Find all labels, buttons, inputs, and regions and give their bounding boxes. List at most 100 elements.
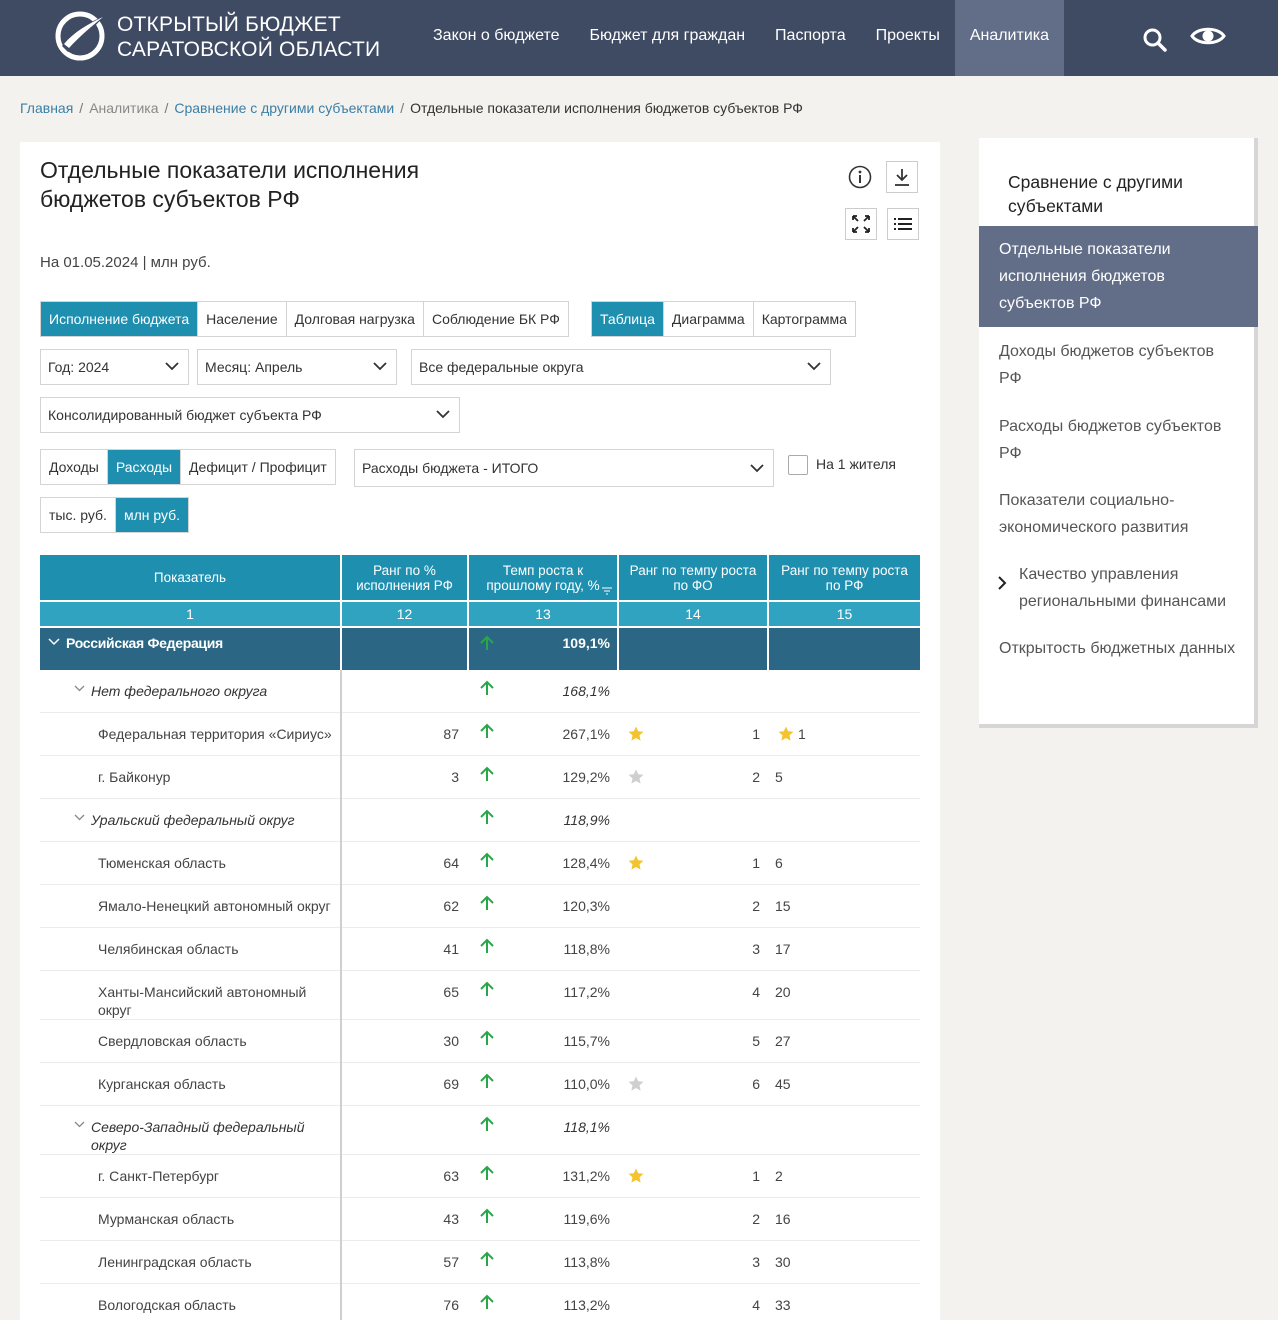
- nav-projects[interactable]: Проекты: [875, 27, 940, 44]
- nav-passports[interactable]: Паспорта: [775, 27, 846, 44]
- growth-up-arrow-icon: [480, 680, 494, 695]
- table-row[interactable]: г. Санкт-Петербург 63 131,2% 1 2: [40, 1155, 920, 1198]
- growth-value: 168,1%: [562, 683, 610, 699]
- sort-icon[interactable]: [602, 587, 612, 595]
- search-icon[interactable]: [1142, 27, 1168, 53]
- group-row[interactable]: Уральский федеральный округ 118,9%: [40, 799, 920, 842]
- brand-title[interactable]: ОТКРЫТЫЙ БЮДЖЕТ САРАТОВСКОЙ ОБЛАСТИ: [117, 13, 381, 61]
- region-name: Челябинская область: [98, 941, 239, 957]
- table-row[interactable]: Тюменская область 64 128,4% 1 6: [40, 842, 920, 885]
- rank-rf: 33: [775, 1297, 791, 1313]
- total-row-growth: 109,1%: [562, 635, 610, 651]
- region-name: Тюменская область: [98, 855, 226, 871]
- table-row[interactable]: Вологодская область 76 113,2% 4 33: [40, 1284, 920, 1320]
- chevron-down-icon: [436, 410, 450, 419]
- tab-deficit[interactable]: Дефицит / Профицит: [189, 459, 327, 475]
- group-row[interactable]: Нет федерального округа 168,1%: [40, 670, 920, 713]
- region-name: Свердловская область: [98, 1033, 247, 1049]
- growth-value: 119,6%: [563, 1211, 610, 1227]
- rank-star-icon: [628, 1168, 644, 1183]
- rank-star-icon: [628, 769, 644, 784]
- table-row[interactable]: Федеральная территория «Сириус» 87 267,1% 1…: [40, 713, 920, 756]
- list-icon: [894, 218, 912, 230]
- tab-income[interactable]: Доходы: [41, 450, 108, 484]
- region-name: г. Байконур: [98, 769, 171, 785]
- info-icon[interactable]: [848, 165, 872, 189]
- table-row[interactable]: Свердловская область 30 115,7% 5 27: [40, 1020, 920, 1063]
- tab-table[interactable]: Таблица: [592, 302, 664, 336]
- region-name: Федеральная территория «Сириус»: [98, 726, 332, 742]
- sidebar-item-finance-quality[interactable]: Качество управления региональными финанс…: [1019, 566, 1227, 610]
- breadcrumb-home[interactable]: Главная: [20, 100, 74, 116]
- table-row[interactable]: Ленинградская область 57 113,8% 3 30: [40, 1241, 920, 1284]
- list-menu-button[interactable]: [887, 208, 919, 240]
- rank-star-icon: [778, 726, 794, 741]
- col-number: 13: [469, 602, 617, 626]
- rank-fo: 4: [752, 984, 760, 1000]
- rank-execution: 69: [443, 1076, 459, 1092]
- total-row[interactable]: Российская Федерация 109,1%: [40, 628, 920, 670]
- tab-cartogram[interactable]: Картограмма: [761, 311, 847, 327]
- col-header-rank-rf[interactable]: Ранг по темпу роста по РФ: [769, 555, 920, 600]
- chevron-down-icon[interactable]: [74, 685, 85, 692]
- rank-fo: 6: [752, 1076, 760, 1092]
- nav-analytics[interactable]: Аналитика: [954, 0, 1065, 76]
- table-row[interactable]: Ханты-Мансийский автономный округ 65 117,2…: [40, 971, 920, 1020]
- rank-fo: 2: [752, 1211, 760, 1227]
- accessibility-eye-icon[interactable]: [1190, 24, 1226, 48]
- region-name: Ханты-Мансийский автономный округ: [98, 984, 307, 1018]
- tab-thousand-rub[interactable]: тыс. руб.: [41, 498, 116, 532]
- rank-fo: 2: [752, 898, 760, 914]
- tab-population[interactable]: Население: [198, 302, 287, 336]
- rank-execution: 41: [443, 941, 459, 957]
- col-header-indicator[interactable]: Показатель: [40, 555, 340, 600]
- growth-up-arrow-icon: [480, 1208, 494, 1223]
- fullscreen-button[interactable]: [845, 208, 877, 240]
- tab-million-rub[interactable]: млн руб.: [115, 498, 189, 532]
- table-row[interactable]: Челябинская область 41 118,8% 3 17: [40, 928, 920, 971]
- chevron-down-icon[interactable]: [74, 814, 85, 821]
- rank-rf: 6: [775, 855, 783, 871]
- total-row-name: Российская Федерация: [66, 635, 223, 651]
- per-capita-label[interactable]: На 1 жителя: [816, 456, 896, 472]
- per-capita-checkbox[interactable]: [788, 455, 808, 475]
- region-name: Ленинградская область: [98, 1254, 252, 1270]
- chevron-down-icon: [373, 362, 387, 371]
- page-title: Отдельные показатели исполнения бюджетов…: [40, 157, 420, 212]
- breadcrumb-analytics[interactable]: Аналитика: [89, 100, 159, 116]
- table-row[interactable]: Курганская область 69 110,0% 6 45: [40, 1063, 920, 1106]
- table-row[interactable]: г. Байконур 3 129,2% 2 5: [40, 756, 920, 799]
- sidebar-item-expenses[interactable]: Расходы бюджетов субъектов РФ: [999, 418, 1222, 462]
- breadcrumb-compare[interactable]: Сравнение с другими субъектами: [174, 100, 395, 116]
- tab-bk-compliance[interactable]: Соблюдение БК РФ: [431, 311, 560, 327]
- group-row[interactable]: Северо-Западный федеральный округ 118,1%: [40, 1106, 920, 1155]
- tab-chart[interactable]: Диаграмма: [664, 302, 754, 336]
- indicator-select[interactable]: Расходы бюджета - ИТОГО: [354, 449, 774, 487]
- table-row[interactable]: Ямало-Ненецкий автономный округ 62 120,3% 2…: [40, 885, 920, 928]
- col-header-rank-execution[interactable]: Ранг по % исполнения РФ: [342, 555, 467, 600]
- rank-rf: 20: [775, 984, 791, 1000]
- year-select[interactable]: Год: 2024: [40, 349, 189, 385]
- col-header-rank-fo[interactable]: Ранг по темпу роста по ФО: [619, 555, 767, 600]
- sidebar-item-open-data[interactable]: Открытость бюджетных данных: [999, 640, 1236, 657]
- nav-citizens-budget[interactable]: Бюджет для граждан: [589, 27, 746, 44]
- district-select[interactable]: Все федеральные округа: [411, 349, 831, 385]
- col-header-growth[interactable]: Темп роста к прошлому году, %: [469, 555, 617, 600]
- col-number: 1: [40, 602, 340, 626]
- chevron-right-icon[interactable]: [997, 575, 1007, 591]
- growth-up-arrow-icon: [480, 852, 494, 867]
- sidebar-item-active[interactable]: Отдельные показатели исполнения бюджетов…: [979, 226, 1258, 327]
- nav-budget-law[interactable]: Закон о бюджете: [433, 27, 560, 44]
- download-button[interactable]: [886, 161, 918, 193]
- sidebar-item-income[interactable]: Доходы бюджетов субъектов РФ: [999, 343, 1215, 387]
- tab-budget-execution[interactable]: Исполнение бюджета: [41, 302, 199, 336]
- budget-level-select[interactable]: Консолидированный бюджет субъекта РФ: [40, 397, 460, 433]
- chevron-down-icon[interactable]: [74, 1121, 85, 1128]
- month-select[interactable]: Месяц: Апрель: [197, 349, 397, 385]
- tab-debt-load[interactable]: Долговая нагрузка: [287, 302, 424, 336]
- logo-icon[interactable]: [54, 10, 106, 62]
- table-row[interactable]: Мурманская область 43 119,6% 2 16: [40, 1198, 920, 1241]
- chevron-down-icon[interactable]: [48, 638, 60, 646]
- sidebar-item-socioeconomic[interactable]: Показатели социально-экономического разв…: [999, 492, 1189, 536]
- tab-expenses[interactable]: Расходы: [107, 450, 182, 484]
